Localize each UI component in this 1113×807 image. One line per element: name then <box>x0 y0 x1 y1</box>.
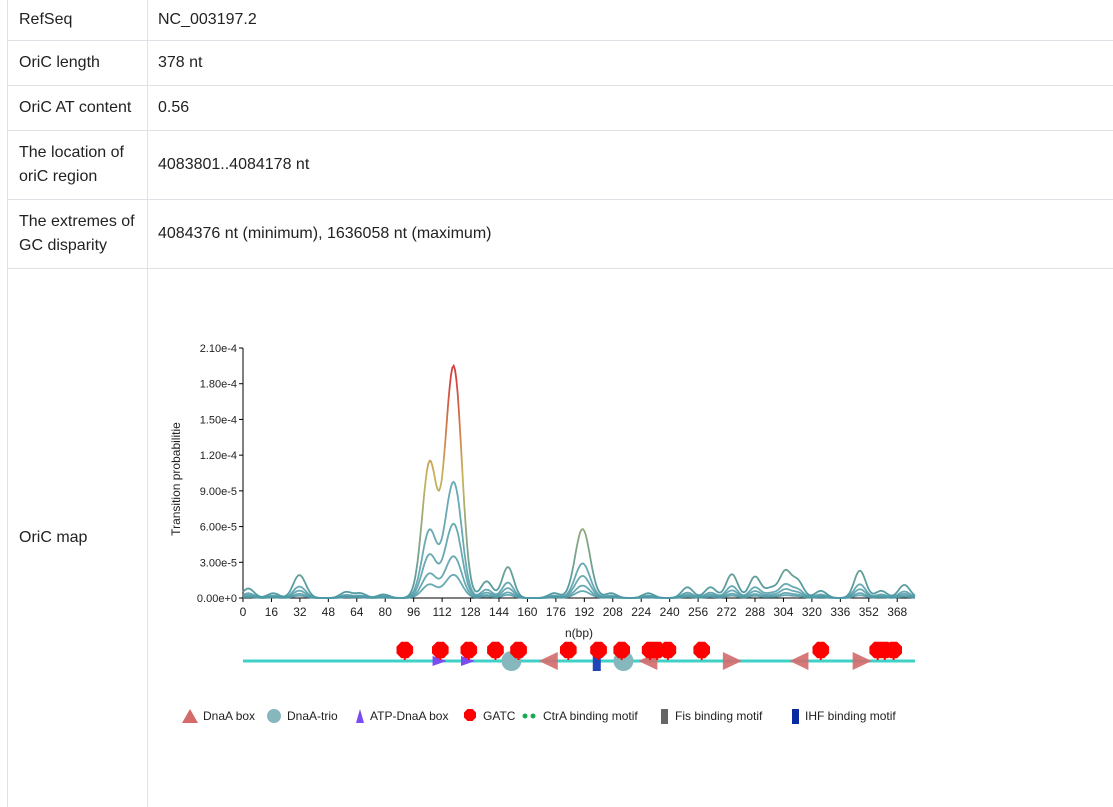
x-tick-label: 192 <box>574 605 594 619</box>
x-tick-label: 176 <box>546 605 566 619</box>
x-tick-label: 336 <box>830 605 850 619</box>
dnaa-box-mark <box>723 652 742 670</box>
triangle-icon <box>356 709 364 723</box>
x-tick-label: 160 <box>517 605 537 619</box>
bar-icon <box>661 709 668 724</box>
x-tick-label: 224 <box>631 605 651 619</box>
dots-icon <box>531 713 536 718</box>
row-key: OriC map <box>8 268 148 807</box>
gatc-mark <box>813 641 830 658</box>
gatc-mark <box>885 641 902 658</box>
legend-item: GATC <box>464 709 516 723</box>
y-tick-label: 0.00e+0 <box>197 593 237 605</box>
x-tick-label: 240 <box>660 605 680 619</box>
y-tick-label: 1.20e-4 <box>200 450 237 462</box>
gatc-mark <box>510 641 527 658</box>
x-tick-label: 144 <box>489 605 509 619</box>
x-tick-label: 208 <box>603 605 623 619</box>
legend-item: Fis binding motif <box>661 709 763 724</box>
y-tick-label: 2.10e-4 <box>200 343 237 355</box>
y-axis-label: Transition probabilitie <box>169 421 183 535</box>
x-tick-label: 352 <box>859 605 879 619</box>
dnaa-box-mark <box>539 652 558 670</box>
row-chart-cell: 0.00e+0 3.00e-5 6.00e-5 9.00e-5 1.20e-4 1.50e… <box>148 268 1113 807</box>
series-line-0 <box>243 365 915 597</box>
row-location: The location of oriC region 4083801..408… <box>8 130 1113 199</box>
y-tick-label: 9.00e-5 <box>200 485 237 497</box>
legend-label: Fis binding motif <box>675 709 763 723</box>
gatc-mark <box>590 641 607 658</box>
legend-label: CtrA binding motif <box>543 709 638 723</box>
row-key: OriC length <box>8 40 148 85</box>
legend-item: DnaA-trio <box>267 709 338 723</box>
x-axis-label: n(bp) <box>565 626 593 640</box>
gatc-mark <box>693 641 710 658</box>
dots-icon <box>523 713 528 718</box>
gatc-mark <box>487 641 504 658</box>
gatc-mark <box>660 641 677 658</box>
row-key: The extremes of GC disparity <box>8 199 148 268</box>
x-tick-label: 304 <box>773 605 793 619</box>
info-table: RefSeq NC_003197.2 OriC length 378 nt Or… <box>7 0 1113 807</box>
y-tick-label: 3.00e-5 <box>200 557 237 569</box>
x-tick-label: 272 <box>717 605 737 619</box>
legend-item: CtrA binding motif <box>523 709 639 723</box>
y-tick-label: 1.80e-4 <box>200 378 237 390</box>
octagon-icon <box>464 709 476 721</box>
x-tick-label: 80 <box>379 605 393 619</box>
legend-label: DnaA box <box>203 709 255 723</box>
x-tick-label: 32 <box>293 605 307 619</box>
legend-label: GATC <box>483 709 516 723</box>
bar-icon <box>792 709 799 724</box>
y-tick-label: 6.00e-5 <box>200 521 237 533</box>
dnaa-box-mark <box>789 652 808 670</box>
row-oric-map: OriC map 0.00e+0 3.00e-5 6.00e-5 9.00e-5 1.2… <box>8 268 1113 807</box>
gatc-mark <box>397 641 414 658</box>
gatc-mark <box>461 641 478 658</box>
triangle-icon <box>182 709 198 723</box>
row-value: NC_003197.2 <box>148 0 1113 40</box>
x-tick-label: 288 <box>745 605 765 619</box>
x-tick-label: 256 <box>688 605 708 619</box>
x-tick-label: 48 <box>322 605 336 619</box>
row-value: 4083801..4084178 nt <box>148 130 1113 199</box>
gatc-mark <box>613 641 630 658</box>
circle-icon <box>267 709 281 723</box>
row-value: 4084376 nt (minimum), 1636058 nt (maximu… <box>148 199 1113 268</box>
oric-map-chart: 0.00e+0 3.00e-5 6.00e-5 9.00e-5 1.20e-4 1.50e… <box>148 269 1106 807</box>
row-key: OriC AT content <box>8 85 148 130</box>
row-key: RefSeq <box>8 0 148 40</box>
x-tick-label: 96 <box>407 605 421 619</box>
gatc-mark <box>560 641 577 658</box>
dnaa-box-mark <box>853 652 872 670</box>
x-tick-label: 320 <box>802 605 822 619</box>
row-value: 0.56 <box>148 85 1113 130</box>
row-at-content: OriC AT content 0.56 <box>8 85 1113 130</box>
legend-label: ATP-DnaA box <box>370 709 448 723</box>
x-tick-label: 0 <box>240 605 247 619</box>
x-tick-label: 112 <box>433 605 452 619</box>
x-tick-label: 368 <box>887 605 907 619</box>
row-oric-length: OriC length 378 nt <box>8 40 1113 85</box>
legend-item: IHF binding motif <box>792 709 896 724</box>
row-key: The location of oriC region <box>8 130 148 199</box>
legend-item: DnaA box <box>182 709 255 723</box>
gatc-mark <box>432 641 449 658</box>
legend-label: IHF binding motif <box>805 709 896 723</box>
legend-label: DnaA-trio <box>287 709 338 723</box>
x-tick-label: 16 <box>265 605 279 619</box>
y-tick-label: 1.50e-4 <box>200 414 237 426</box>
legend-item: ATP-DnaA box <box>356 709 448 723</box>
x-tick-label: 128 <box>461 605 481 619</box>
x-tick-label: 64 <box>350 605 364 619</box>
row-refseq: RefSeq NC_003197.2 <box>8 0 1113 40</box>
row-value: 378 nt <box>148 40 1113 85</box>
row-gc-disparity: The extremes of GC disparity 4084376 nt … <box>8 199 1113 268</box>
